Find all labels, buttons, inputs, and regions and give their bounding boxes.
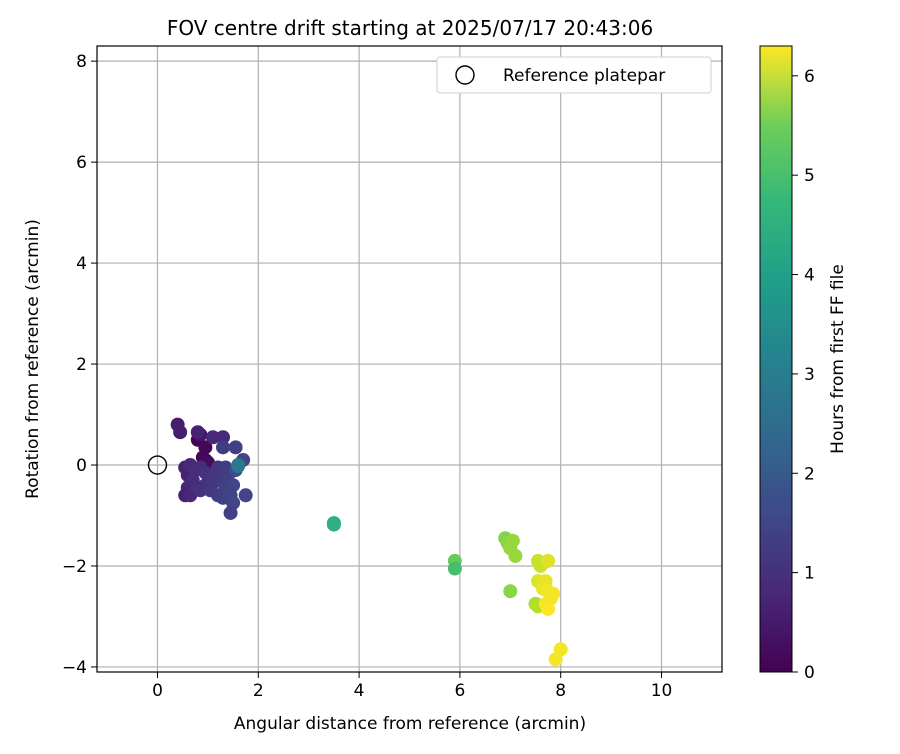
y-axis-label: Rotation from reference (arcmin): [23, 219, 43, 499]
colorbar: 0 1 2 3 4 5 6 Hours from first FF file: [759, 45, 848, 683]
data-point: [190, 425, 205, 440]
legend-entry-label: Reference platepar: [503, 66, 665, 86]
plot-frame: [96, 45, 723, 673]
colorbar-tick-label: 2: [804, 464, 815, 484]
chart-title: FOV centre drift starting at 2025/07/17 …: [167, 16, 653, 40]
data-point: [503, 584, 518, 599]
data-point: [326, 517, 341, 532]
x-axis-label: Angular distance from reference (arcmin): [234, 714, 586, 734]
legend-marker-open-circle: [455, 65, 475, 85]
colorbar-tick-label: 6: [804, 67, 815, 87]
y-tick-label: 0: [76, 456, 87, 476]
data-point: [216, 440, 231, 455]
colorbar-label: Hours from first FF file: [828, 264, 848, 454]
data-points: [170, 417, 568, 667]
data-point: [173, 425, 188, 440]
colorbar-gradient: [759, 45, 793, 673]
reference-marker-group: [147, 455, 168, 475]
y-tick-label: 8: [76, 52, 87, 72]
data-point: [231, 459, 246, 474]
x-tick-label: 6: [454, 681, 465, 701]
data-point: [205, 430, 220, 445]
colorbar-tick-label: 5: [804, 166, 815, 186]
colorbar-tick-label: 4: [804, 266, 815, 286]
legend-box: [436, 56, 712, 94]
x-tick-label: 10: [651, 681, 673, 701]
grid: [97, 46, 722, 672]
data-point: [447, 561, 462, 576]
x-tick-label: 4: [354, 681, 365, 701]
reference-platepar-marker: [147, 455, 168, 475]
data-point: [238, 488, 253, 503]
x-axis-ticks: 0 2 4 6 8 10: [152, 672, 672, 701]
data-point: [216, 430, 231, 445]
data-point: [541, 601, 556, 616]
legend: Reference platepar: [436, 56, 712, 94]
data-point: [223, 505, 238, 520]
y-tick-label: −4: [62, 658, 87, 678]
x-tick-label: 2: [253, 681, 264, 701]
data-point: [508, 548, 523, 563]
data-point: [228, 440, 243, 455]
colorbar-tick-label: 3: [804, 365, 815, 385]
data-point: [553, 642, 568, 657]
data-point: [541, 553, 556, 568]
x-tick-label: 8: [555, 681, 566, 701]
y-tick-label: 2: [76, 355, 87, 375]
y-tick-label: 6: [76, 153, 87, 173]
y-tick-label: −2: [62, 557, 87, 577]
y-axis-ticks: −4 −2 0 2 4 6 8: [62, 52, 97, 678]
y-tick-label: 4: [76, 254, 87, 274]
colorbar-tick-label: 0: [804, 663, 815, 683]
data-point: [505, 533, 520, 548]
colorbar-tick-label: 1: [804, 564, 815, 584]
colorbar-ticks: 0 1 2 3 4 5 6: [792, 67, 815, 683]
x-tick-label: 0: [152, 681, 163, 701]
